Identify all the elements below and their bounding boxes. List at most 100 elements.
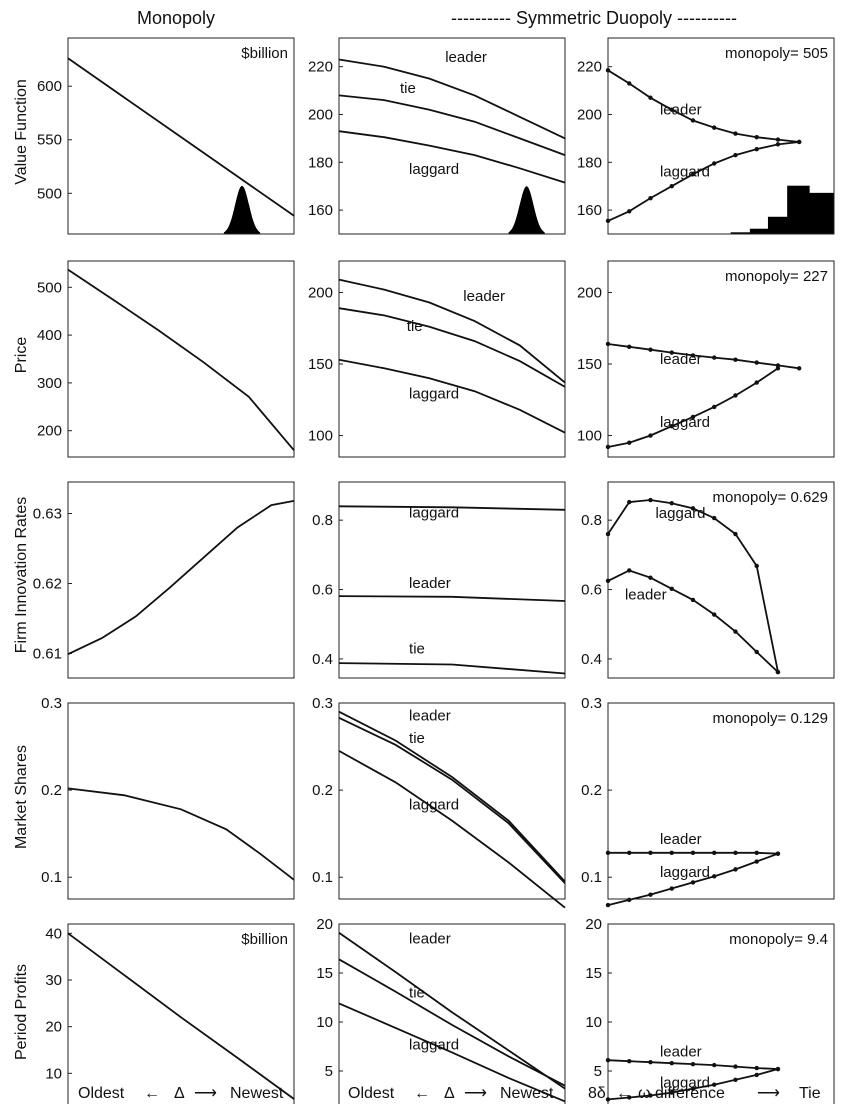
y-tick-label: 0.3: [312, 695, 333, 712]
series-label-laggard: laggard: [660, 1075, 710, 1092]
data-point: [733, 1064, 738, 1069]
x-axis-label-duopoly: Oldest ← Δ ⟶ Newest: [348, 1085, 554, 1102]
panel-price-omega: 100 150 200 leader laggard monopoly= 227: [577, 260, 835, 458]
data-point: [733, 357, 738, 362]
y-tick-label: 200: [37, 423, 62, 440]
y-tick-label: 0.1: [581, 869, 602, 886]
y-tick-label: 500: [37, 279, 62, 296]
data-point: [712, 161, 717, 166]
data-point: [627, 81, 632, 86]
y-tick-label: 5: [594, 1063, 602, 1080]
row-label-price: Price: [13, 337, 30, 374]
plot-frame: [67, 702, 295, 900]
panel-pp-duo: 05101520leadertielaggard: [316, 916, 566, 1104]
y-tick-label: 0.3: [41, 695, 62, 712]
y-tick-label: 0.4: [312, 651, 333, 668]
data-point: [648, 1059, 653, 1065]
y-tick-label: 200: [308, 284, 333, 301]
distribution-histogram: [508, 186, 545, 234]
series-label-leader: leader: [660, 101, 702, 118]
series-label-laggard: laggard: [660, 164, 710, 181]
data-point: [669, 850, 674, 856]
data-point: [669, 424, 674, 429]
x-label-newest: Newest: [500, 1085, 554, 1102]
y-tick-label: 550: [37, 132, 62, 149]
x-axis-label-monopoly: Oldest ← Δ ⟶ Newest: [78, 1085, 284, 1102]
y-tick-label: 10: [45, 1065, 62, 1082]
data-point: [690, 506, 696, 511]
panel-vf-omega: 160 180 200 220 leader laggard monopoly= 505: [577, 37, 835, 235]
data-point: [754, 1065, 759, 1071]
series-label-leader: leader: [660, 1043, 702, 1060]
data-point: [775, 669, 781, 675]
y-tick-label: 20: [316, 916, 333, 933]
data-point: [605, 1058, 611, 1063]
plot-frame: [67, 260, 295, 458]
data-point: [690, 353, 696, 358]
y-tick-label: 0.4: [581, 651, 602, 668]
data-point: [669, 1060, 674, 1066]
data-point: [669, 107, 674, 112]
plot-frame: [67, 481, 295, 679]
row-label-firm-innovation-rates: Firm Innovation Rates: [13, 497, 30, 654]
panel-inn-duo: 0.4 0.6 0.8 laggard leader tie: [312, 481, 566, 679]
data-point: [669, 586, 674, 592]
data-point: [648, 347, 653, 352]
series-label-leader: leader: [463, 288, 505, 305]
panel-annotation: monopoly= 505: [725, 45, 828, 62]
y-tick-label: 20: [45, 1019, 62, 1036]
histogram-bar: [808, 192, 835, 235]
data-point: [775, 1066, 781, 1072]
y-tick-label: 400: [37, 327, 62, 344]
data-point: [733, 867, 738, 872]
y-tick-label: 200: [577, 284, 602, 301]
data-point: [669, 183, 674, 189]
y-tick-label: 0.1: [41, 869, 62, 886]
series-line-tie: [338, 662, 566, 675]
series-line-tie: [338, 958, 566, 1087]
data-point: [627, 1095, 632, 1100]
histogram-bar: [767, 216, 789, 235]
series-line-leader: [607, 69, 800, 143]
histogram-bar: [749, 228, 769, 235]
panel-annotation: monopoly= 9.4: [729, 931, 828, 948]
series-line-laggard: [338, 130, 566, 184]
panel-ms-mono: 0.1 0.2 0.3: [41, 695, 295, 900]
series-line-monopoly: [67, 57, 295, 217]
series-line-monopoly: [67, 787, 295, 881]
panel-annotation: $billion: [241, 45, 288, 62]
data-point: [627, 209, 632, 214]
panel-annotation: monopoly= 227: [725, 268, 828, 285]
row-label-value-function: Value Function: [13, 79, 30, 185]
x-label-tie: Tie: [799, 1085, 821, 1102]
data-point: [712, 404, 717, 410]
series-label-tie: tie: [400, 80, 416, 97]
data-point: [754, 146, 759, 152]
x-label-left-arrow: ←: [144, 1085, 160, 1102]
y-tick-label: 200: [577, 106, 602, 123]
data-point: [690, 172, 696, 177]
data-point: [712, 874, 717, 879]
data-point: [733, 393, 738, 398]
series-line-tie: [338, 94, 566, 156]
series-line-monopoly: [67, 500, 295, 656]
series-label-laggard: laggard: [409, 1036, 459, 1053]
x-label-newest: Newest: [230, 1085, 284, 1102]
panel-annotation: $billion: [241, 931, 288, 948]
y-tick-label: 0.2: [312, 782, 333, 799]
panel-inn-omega: 0.4 0.6 0.8 laggard leader monopoly= 0.629: [581, 481, 835, 679]
data-point: [605, 341, 611, 347]
data-point: [754, 850, 759, 856]
data-point: [627, 344, 632, 350]
x-label-delta: Δ: [174, 1085, 185, 1102]
series-line-tie-laggard: [607, 367, 779, 448]
series-line-leader: [338, 58, 566, 140]
series-line-leader: [607, 343, 800, 370]
series-line-leader: [338, 710, 566, 883]
plot-frame: [67, 923, 295, 1104]
plot-frame: [607, 481, 835, 679]
data-point: [648, 497, 653, 503]
x-label-right-arrow: ⟶: [464, 1085, 487, 1102]
x-label-right-arrow: ⟶: [757, 1085, 780, 1102]
series-label-leader: leader: [625, 587, 667, 604]
